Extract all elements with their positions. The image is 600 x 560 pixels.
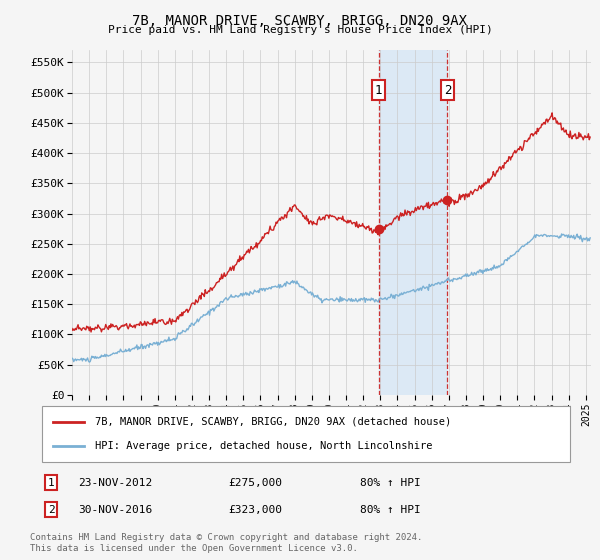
Text: 2: 2 <box>444 83 451 96</box>
Text: HPI: Average price, detached house, North Lincolnshire: HPI: Average price, detached house, Nort… <box>95 441 432 451</box>
Bar <box>379 50 448 395</box>
Text: 30-NOV-2016: 30-NOV-2016 <box>78 505 152 515</box>
Text: 1: 1 <box>47 478 55 488</box>
Text: 1: 1 <box>375 83 382 96</box>
Text: £323,000: £323,000 <box>228 505 282 515</box>
Text: 7B, MANOR DRIVE, SCAWBY, BRIGG, DN20 9AX (detached house): 7B, MANOR DRIVE, SCAWBY, BRIGG, DN20 9AX… <box>95 417 451 427</box>
Text: 7B, MANOR DRIVE, SCAWBY, BRIGG, DN20 9AX: 7B, MANOR DRIVE, SCAWBY, BRIGG, DN20 9AX <box>133 14 467 28</box>
Text: 80% ↑ HPI: 80% ↑ HPI <box>360 505 421 515</box>
Text: 23-NOV-2012: 23-NOV-2012 <box>78 478 152 488</box>
Text: 80% ↑ HPI: 80% ↑ HPI <box>360 478 421 488</box>
Text: Price paid vs. HM Land Registry's House Price Index (HPI): Price paid vs. HM Land Registry's House … <box>107 25 493 35</box>
Text: Contains HM Land Registry data © Crown copyright and database right 2024.
This d: Contains HM Land Registry data © Crown c… <box>30 533 422 553</box>
Text: 2: 2 <box>47 505 55 515</box>
Text: £275,000: £275,000 <box>228 478 282 488</box>
